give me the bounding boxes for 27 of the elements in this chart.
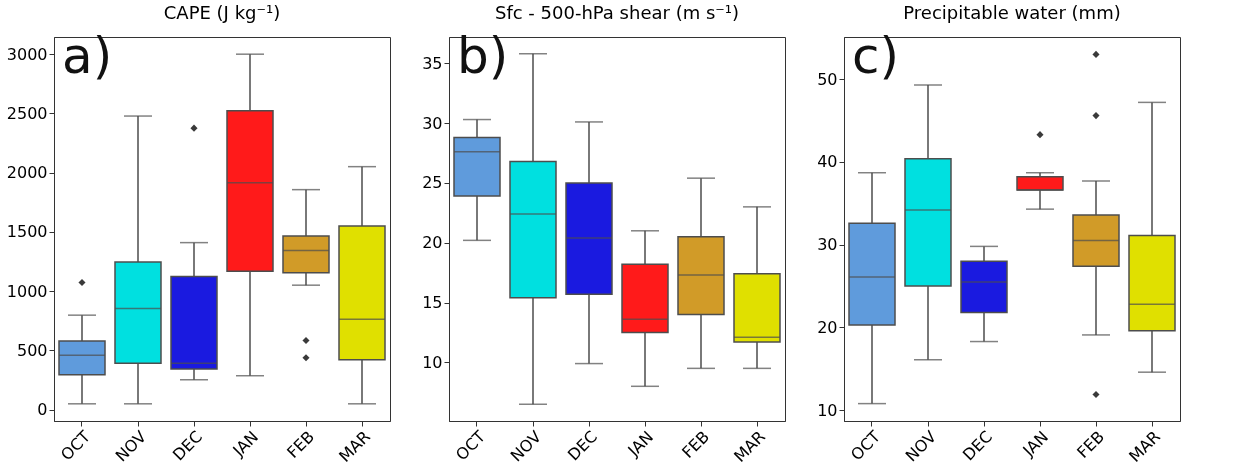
y-tick-label: 3000 [6, 44, 48, 64]
y-tick-label: 0 [37, 400, 48, 420]
y-tick-label: 2500 [6, 103, 48, 123]
x-tick-label: FEB [1073, 427, 1109, 462]
chart-title: Sfc - 500-hPa shear (m s⁻¹) [494, 2, 740, 23]
y-tick-label: 35 [422, 53, 443, 73]
y-tick-label: 40 [817, 152, 838, 172]
y-tick-label: 25 [422, 173, 443, 193]
y-tick-label: 50 [817, 69, 838, 89]
y-tick-label: 2000 [6, 163, 48, 183]
y-tick-label: 20 [817, 317, 838, 337]
y-tick-label: 20 [422, 233, 443, 253]
y-tick-label: 30 [817, 235, 838, 255]
chart-title: CAPE (J kg⁻¹) [163, 2, 281, 23]
y-tick-label: 1000 [6, 281, 48, 301]
chart-title: Precipitable water (mm) [903, 2, 1121, 23]
y-tick-label: 15 [422, 293, 443, 313]
annotation: b) [457, 27, 509, 85]
y-tick-label: 10 [422, 352, 443, 372]
y-tick-label: 1500 [6, 222, 48, 242]
annotation: a) [62, 27, 113, 85]
annotation: c) [852, 27, 899, 85]
y-tick-label: 10 [817, 400, 838, 420]
y-tick-label: 500 [16, 340, 48, 360]
x-tick-label: FEB [283, 427, 319, 462]
y-tick-label: 30 [422, 113, 443, 133]
x-tick-label: FEB [678, 427, 714, 462]
